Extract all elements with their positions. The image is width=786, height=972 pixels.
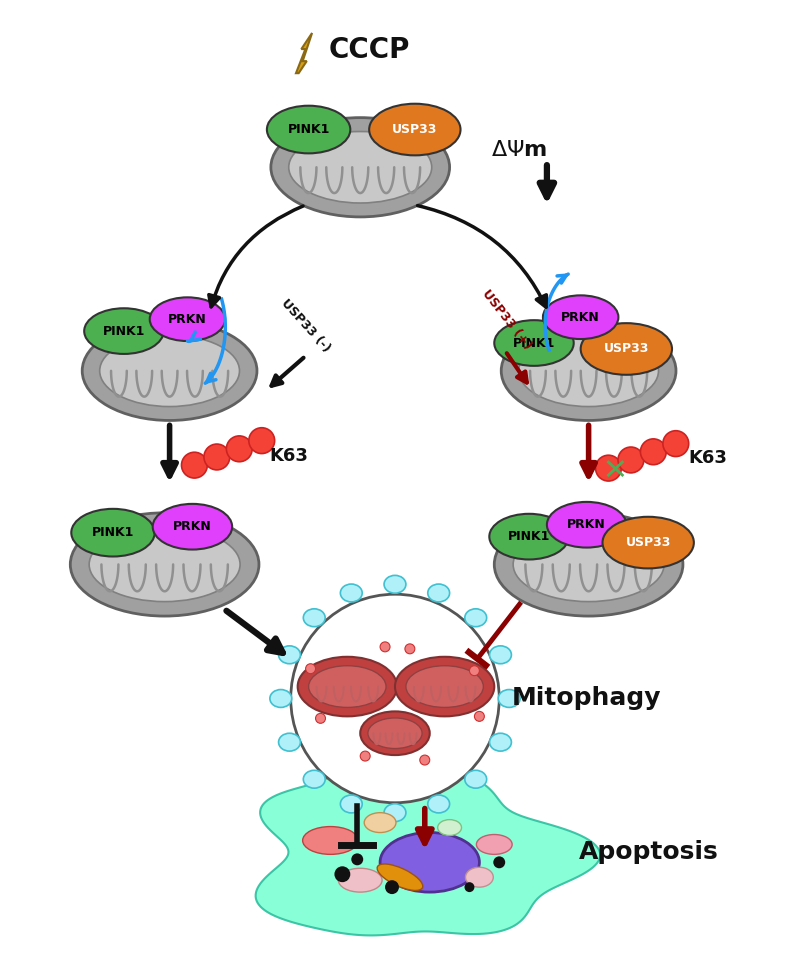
Circle shape xyxy=(475,712,484,721)
Ellipse shape xyxy=(298,657,397,716)
Circle shape xyxy=(385,881,399,894)
Ellipse shape xyxy=(501,321,676,421)
Text: PRKN: PRKN xyxy=(168,313,207,326)
Circle shape xyxy=(469,666,479,676)
Ellipse shape xyxy=(70,513,259,616)
Ellipse shape xyxy=(271,118,450,217)
Ellipse shape xyxy=(267,106,351,154)
Ellipse shape xyxy=(278,733,300,751)
Text: USP33: USP33 xyxy=(392,123,438,136)
Circle shape xyxy=(663,431,689,457)
Text: USP33 (-): USP33 (-) xyxy=(279,297,333,355)
Ellipse shape xyxy=(84,308,163,354)
Ellipse shape xyxy=(340,795,362,813)
Ellipse shape xyxy=(438,819,461,836)
Circle shape xyxy=(641,439,667,465)
Ellipse shape xyxy=(303,826,358,854)
Ellipse shape xyxy=(490,645,512,664)
Circle shape xyxy=(465,883,475,892)
Ellipse shape xyxy=(581,323,672,375)
Ellipse shape xyxy=(303,608,325,627)
Text: PINK1: PINK1 xyxy=(103,325,145,337)
Ellipse shape xyxy=(369,104,461,156)
Polygon shape xyxy=(255,754,601,935)
Ellipse shape xyxy=(494,320,574,365)
Ellipse shape xyxy=(380,833,479,892)
Text: USP33 (+): USP33 (+) xyxy=(479,287,534,352)
Ellipse shape xyxy=(465,770,487,788)
Ellipse shape xyxy=(494,513,683,616)
Text: Apoptosis: Apoptosis xyxy=(578,841,718,864)
Text: PINK1: PINK1 xyxy=(288,123,330,136)
Circle shape xyxy=(494,856,505,868)
Ellipse shape xyxy=(543,295,619,339)
Text: PRKN: PRKN xyxy=(561,311,600,324)
Ellipse shape xyxy=(377,864,423,890)
Ellipse shape xyxy=(547,502,626,547)
Circle shape xyxy=(204,444,230,469)
Circle shape xyxy=(351,853,363,865)
Ellipse shape xyxy=(395,657,494,716)
Circle shape xyxy=(334,866,351,883)
Ellipse shape xyxy=(89,527,240,602)
Ellipse shape xyxy=(340,584,362,602)
Ellipse shape xyxy=(149,297,226,341)
Text: K63: K63 xyxy=(688,449,727,468)
Circle shape xyxy=(596,455,622,481)
Circle shape xyxy=(249,428,274,454)
Ellipse shape xyxy=(476,835,512,854)
Text: Mitophagy: Mitophagy xyxy=(512,686,662,711)
Ellipse shape xyxy=(278,645,300,664)
Ellipse shape xyxy=(303,770,325,788)
Ellipse shape xyxy=(603,517,694,569)
Ellipse shape xyxy=(83,321,257,421)
Ellipse shape xyxy=(406,666,483,708)
Circle shape xyxy=(420,755,430,765)
Ellipse shape xyxy=(498,689,520,708)
Ellipse shape xyxy=(384,804,406,821)
Ellipse shape xyxy=(291,594,499,803)
Text: PINK1: PINK1 xyxy=(92,526,134,539)
Circle shape xyxy=(618,447,644,472)
Ellipse shape xyxy=(428,795,450,813)
Circle shape xyxy=(226,435,252,462)
Circle shape xyxy=(380,642,390,652)
Circle shape xyxy=(182,452,208,478)
Ellipse shape xyxy=(339,868,382,892)
Ellipse shape xyxy=(465,608,487,627)
Polygon shape xyxy=(296,33,312,73)
Ellipse shape xyxy=(428,584,450,602)
Text: $\Delta\Psi$m: $\Delta\Psi$m xyxy=(491,140,548,160)
Ellipse shape xyxy=(368,718,422,748)
Ellipse shape xyxy=(384,575,406,593)
Text: USP33: USP33 xyxy=(604,342,649,356)
Ellipse shape xyxy=(100,335,240,406)
Ellipse shape xyxy=(490,733,512,751)
Text: CCCP: CCCP xyxy=(329,36,410,64)
Ellipse shape xyxy=(360,712,430,755)
Ellipse shape xyxy=(72,508,155,557)
Text: PINK1: PINK1 xyxy=(508,530,550,543)
Text: K63: K63 xyxy=(269,447,308,466)
Ellipse shape xyxy=(152,503,232,549)
Ellipse shape xyxy=(490,514,569,560)
Ellipse shape xyxy=(309,666,386,708)
Circle shape xyxy=(306,664,315,674)
Ellipse shape xyxy=(364,813,396,833)
Ellipse shape xyxy=(288,131,432,203)
Ellipse shape xyxy=(465,867,494,887)
Text: PRKN: PRKN xyxy=(173,520,211,534)
Circle shape xyxy=(405,643,415,654)
Ellipse shape xyxy=(519,335,659,406)
Text: PRKN: PRKN xyxy=(567,518,606,532)
Text: PINK1: PINK1 xyxy=(512,336,555,350)
Circle shape xyxy=(315,713,325,723)
Circle shape xyxy=(360,751,370,761)
Text: USP33: USP33 xyxy=(626,537,671,549)
Ellipse shape xyxy=(513,527,664,602)
Ellipse shape xyxy=(270,689,292,708)
